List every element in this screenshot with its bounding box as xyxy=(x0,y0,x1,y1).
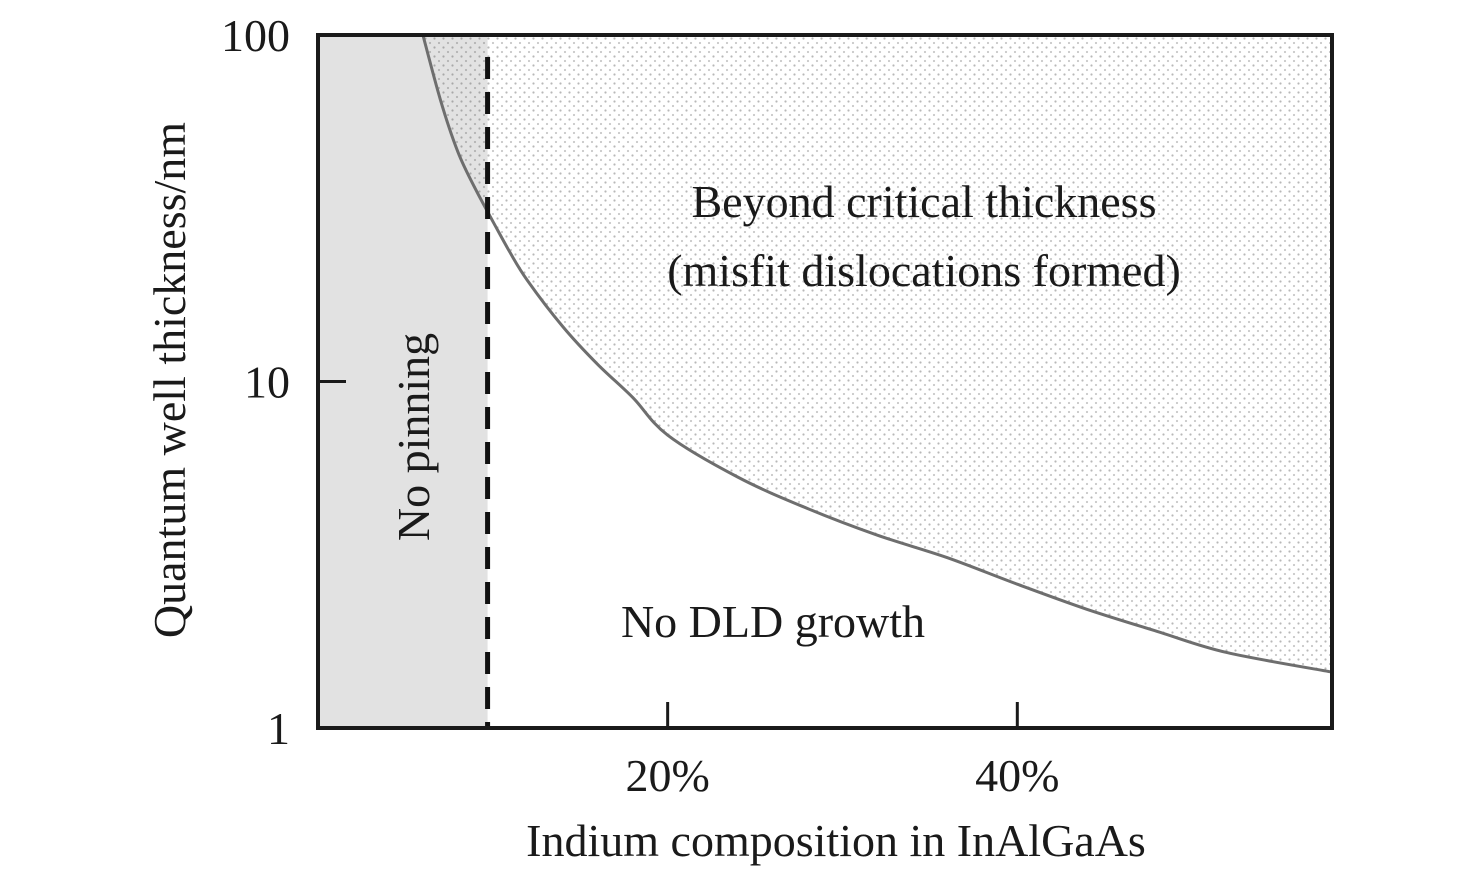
y-axis-title: Quantum well thickness/nm xyxy=(144,122,195,638)
region-label-misfit: (misfit dislocations formed) xyxy=(667,245,1181,296)
x-tick-label: 20% xyxy=(625,750,709,801)
critical-thickness-curve xyxy=(421,35,1332,674)
y-tick-label: 1 xyxy=(267,703,290,754)
region-label-beyond-critical: Beyond critical thickness xyxy=(692,176,1157,227)
critical-thickness-region xyxy=(422,35,1332,673)
x-tick-label: 40% xyxy=(975,750,1059,801)
y-tick-label: 10 xyxy=(244,357,290,408)
overlap-region xyxy=(422,35,488,212)
region-label-no-dld: No DLD growth xyxy=(621,596,925,647)
region-label-no-pinning: No pinning xyxy=(388,333,439,541)
y-tick-label: 100 xyxy=(221,10,290,61)
x-axis-title: Indium composition in InAlGaAs xyxy=(526,815,1146,866)
